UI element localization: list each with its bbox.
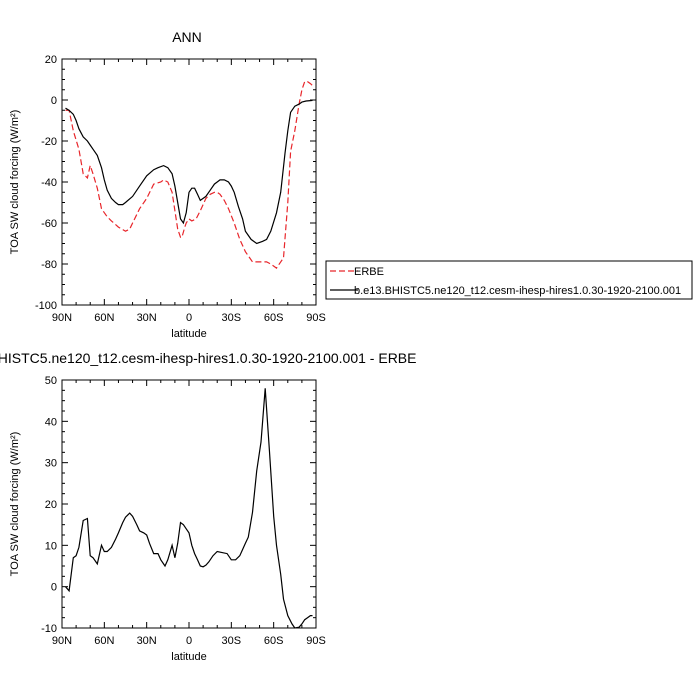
bottom-chart-x-axis-label: latitude [171,651,206,663]
top-chart-x-ticks: 90N 60N 30N 0 30S 60S 90S [52,59,326,324]
y-tick-label: 0 [51,95,57,107]
top-chart-title: ANN [172,29,202,45]
x-tick-label: 30N [137,312,157,324]
bottom-chart-x-ticks: 90N 60N 30N 0 30S 60S 90S [52,380,326,647]
x-tick-label: 60S [264,635,284,647]
bottom-chart-plot-frame [61,379,317,629]
legend-label-erbe: ERBE [354,266,384,278]
top-chart-y-ticks: -100 -80 -60 -40 -20 0 20 [35,54,316,312]
x-tick-label: 30N [137,635,157,647]
y-tick-label: 30 [45,458,57,470]
series-line-erbe [65,81,313,269]
x-tick-label: 0 [186,312,192,324]
top-chart-plot-frame [61,58,317,306]
series-line-difference [65,388,313,629]
x-tick-label: 90N [52,312,72,324]
y-tick-label: -80 [41,259,57,271]
y-tick-label: -60 [41,218,57,230]
y-tick-label: -100 [35,300,57,312]
legend-label-model: b.e13.BHISTC5.ne120_t12.cesm-ihesp-hires… [354,285,681,297]
y-tick-label: 20 [45,499,57,511]
x-tick-label: 30S [222,635,242,647]
x-tick-label: 0 [186,635,192,647]
bottom-chart-y-ticks: -10 0 10 20 30 40 50 [41,375,316,635]
top-chart-y-axis-label: TOA SW cloud forcing (W/m²) [9,110,21,255]
y-tick-label: 40 [45,416,57,428]
y-tick-label: 10 [45,540,57,552]
y-tick-label: 20 [45,54,57,66]
top-chart-panel: ANN -100 -80 -60 -40 -20 0 20 90N 60N 30N 0 30S 60S… [9,29,326,340]
y-tick-label: -20 [41,136,57,148]
y-tick-label: -10 [41,623,57,635]
x-tick-label: 90N [52,635,72,647]
x-tick-label: 60N [94,312,114,324]
legend-box [325,260,693,300]
bottom-chart-title: b.e13.BHISTC5.ne120_t12.cesm-ihesp-hires… [0,350,416,366]
x-tick-label: 60S [264,312,284,324]
x-tick-label: 90S [306,312,326,324]
top-chart-x-axis-label: latitude [171,328,206,340]
x-tick-label: 30S [222,312,242,324]
bottom-chart-y-axis-label: TOA SW cloud forcing (W/m²) [9,432,21,577]
x-tick-label: 60N [94,635,114,647]
y-tick-label: 0 [51,582,57,594]
y-tick-label: 50 [45,375,57,387]
series-line-model [65,99,313,245]
y-tick-label: -40 [41,177,57,189]
legend: ERBE b.e13.BHISTC5.ne120_t12.cesm-ihesp-… [325,260,693,300]
bottom-chart-panel: b.e13.BHISTC5.ne120_t12.cesm-ihesp-hires… [0,350,416,663]
x-tick-label: 90S [306,635,326,647]
